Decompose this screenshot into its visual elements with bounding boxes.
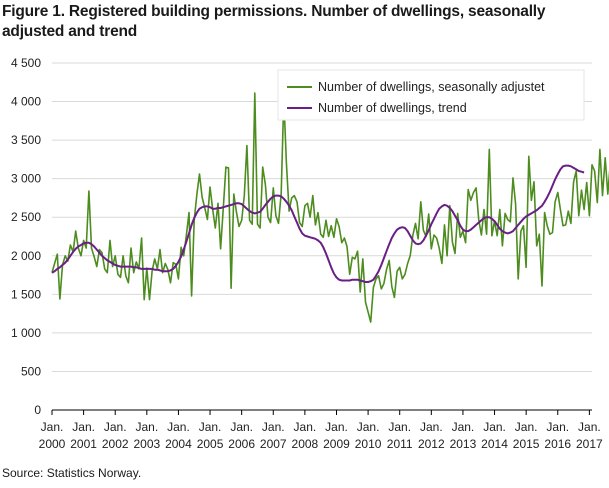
x-tick-label-year: 2015 — [513, 437, 540, 451]
x-tick-label-year: 2007 — [260, 437, 287, 451]
x-tick-label-year: 2016 — [544, 437, 571, 451]
x-tick-label-year: 2003 — [133, 437, 160, 451]
y-tick-label: 0 — [34, 403, 41, 417]
legend-label: Number of dwellings, seasonally adjustet — [318, 80, 545, 94]
y-tick-label: 1 500 — [11, 287, 41, 301]
x-tick-label-month: Jan. — [452, 420, 475, 434]
x-tick-label-month: Jan. — [135, 420, 158, 434]
x-tick-label-month: Jan. — [388, 420, 411, 434]
x-tick-label-year: 2002 — [102, 437, 129, 451]
y-tick-label: 1 000 — [11, 326, 41, 340]
x-tick-label-month: Jan. — [420, 420, 443, 434]
x-tick-label-year: 2012 — [418, 437, 445, 451]
legend: Number of dwellings, seasonally adjustet… — [277, 69, 585, 121]
series-lines — [51, 92, 609, 323]
y-tick-label: 3 000 — [11, 172, 41, 186]
x-tick-label-year: 2011 — [387, 437, 413, 451]
y-tick-label: 4 000 — [11, 95, 41, 109]
x-tick-label-year: 2006 — [228, 437, 255, 451]
y-tick-label: 2 000 — [11, 249, 41, 263]
x-tick-label-month: Jan. — [294, 420, 317, 434]
legend-label: Number of dwellings, trend — [318, 101, 467, 115]
x-tick-label-year: 2013 — [450, 437, 477, 451]
x-tick-label-month: Jan. — [325, 420, 348, 434]
y-tick-label: 2 500 — [11, 210, 41, 224]
x-tick-label-year: 2017 — [576, 437, 603, 451]
x-tick-label-month: Jan. — [483, 420, 506, 434]
x-tick-label-month: Jan. — [230, 420, 253, 434]
y-tick-label: 500 — [21, 364, 41, 378]
series-line-trend — [51, 164, 585, 283]
x-tick-label-year: 2010 — [355, 437, 382, 451]
x-tick-label-month: Jan. — [41, 420, 64, 434]
x-tick-label-month: Jan. — [72, 420, 95, 434]
chart-title: Figure 1. Registered building permission… — [2, 3, 546, 40]
x-tick-label-month: Jan. — [578, 420, 601, 434]
y-tick-label: 3 500 — [11, 133, 41, 147]
x-tick-label-month: Jan. — [515, 420, 538, 434]
y-axis: 0 500 1 000 1 500 2 000 2 500 3 000 3 500 4 000 4… — [11, 56, 41, 417]
x-tick-label-month: Jan. — [167, 420, 190, 434]
x-tick-label-year: 2004 — [165, 437, 192, 451]
x-tick-label-month: Jan. — [199, 420, 222, 434]
x-tick-label-year: 2009 — [323, 437, 350, 451]
x-tick-label-year: 2014 — [481, 437, 508, 451]
x-tick-label-month: Jan. — [546, 420, 569, 434]
legend-box — [277, 69, 585, 121]
x-tick-label-year: 2001 — [70, 437, 97, 451]
x-tick-label-year: 2000 — [39, 437, 66, 451]
source-note: Source: Statistics Norway. — [2, 466, 142, 480]
x-tick-label-year: 2008 — [292, 437, 319, 451]
x-tick-label-year: 2005 — [197, 437, 224, 451]
series-line-seasonally-adjusted — [51, 92, 609, 323]
x-axis: Jan. 2000 Jan. 2001 Jan. 2002 Jan. 2003 Jan. 2004… — [39, 409, 603, 451]
x-tick-label-month: Jan. — [104, 420, 127, 434]
y-tick-label: 4 500 — [11, 56, 41, 70]
x-tick-label-month: Jan. — [357, 420, 380, 434]
x-tick-label-month: Jan. — [262, 420, 285, 434]
